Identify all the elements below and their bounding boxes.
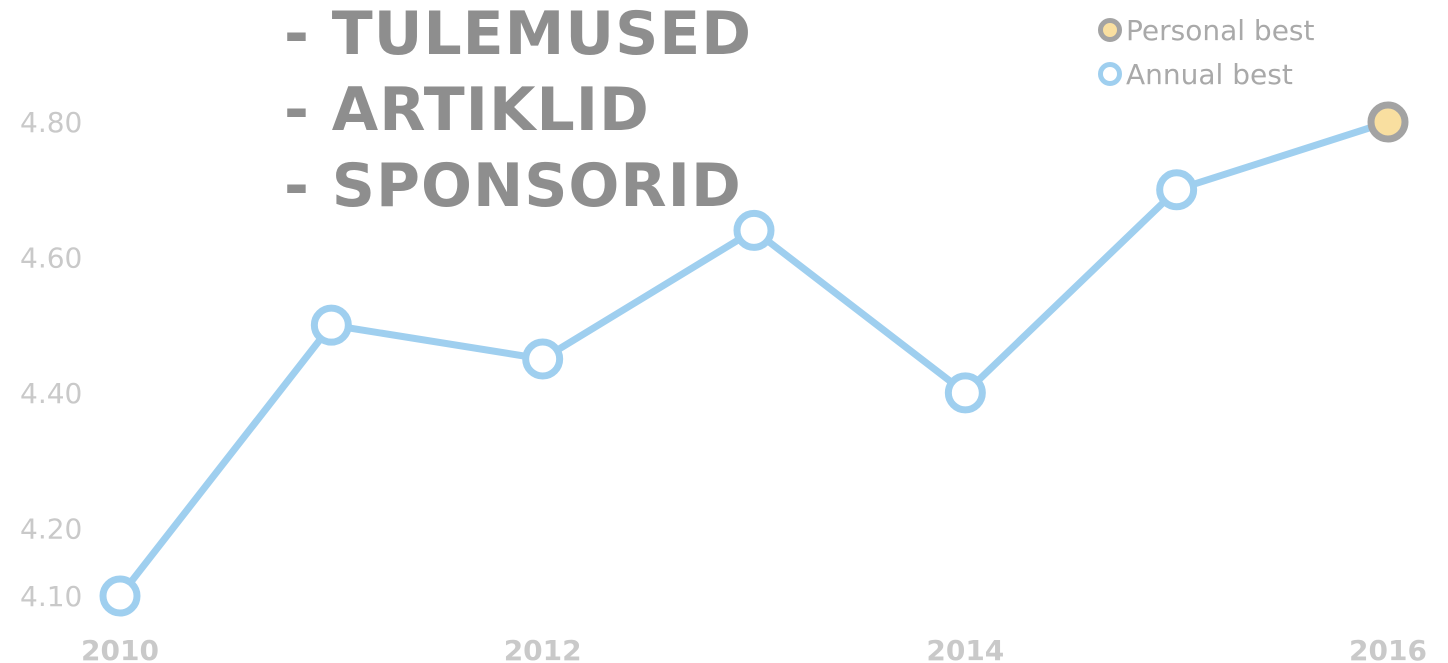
personal-best-marker-icon (1098, 18, 1122, 42)
annual-best-point[interactable] (99, 575, 141, 617)
personal-best-point[interactable] (1367, 101, 1409, 143)
legend-item-annual-best[interactable]: Annual best (1098, 52, 1315, 96)
annual-best-marker-icon (1098, 62, 1122, 86)
legend-label-personal-best: Personal best (1126, 13, 1315, 47)
annual-best-point[interactable] (944, 372, 986, 414)
menu-item-artiklid[interactable]: - ARTIKLID (284, 75, 650, 145)
annual-best-series (99, 101, 1409, 617)
y-tick-label: 4.60 (20, 241, 82, 274)
y-tick-label: 4.20 (20, 512, 82, 545)
x-tick-label: 2010 (81, 634, 159, 663)
chart-legend: Personal best Annual best (1098, 8, 1315, 96)
x-tick-label: 2012 (504, 634, 582, 663)
annual-best-point[interactable] (310, 304, 352, 346)
legend-label-annual-best: Annual best (1126, 57, 1293, 91)
y-tick-label: 4.80 (20, 106, 82, 139)
overlay-menu: - TULEMUSED - ARTIKLID - SPONSORID (284, 0, 752, 224)
annual-best-point[interactable] (733, 209, 775, 251)
y-tick-label: 4.10 (20, 580, 82, 613)
menu-item-tulemused[interactable]: - TULEMUSED (284, 0, 753, 69)
legend-item-personal-best[interactable]: Personal best (1098, 8, 1315, 52)
annual-best-point[interactable] (1156, 169, 1198, 211)
x-tick-label: 2016 (1349, 634, 1427, 663)
x-axis-ticks: 2010 2012 2014 2016 (81, 634, 1427, 663)
y-tick-label: 4.40 (20, 377, 82, 410)
annual-best-point[interactable] (522, 338, 564, 380)
x-tick-label: 2014 (926, 634, 1004, 663)
menu-item-sponsorid[interactable]: - SPONSORID (284, 151, 742, 221)
y-axis-ticks: 4.10 4.20 4.40 4.60 4.80 (20, 106, 82, 613)
